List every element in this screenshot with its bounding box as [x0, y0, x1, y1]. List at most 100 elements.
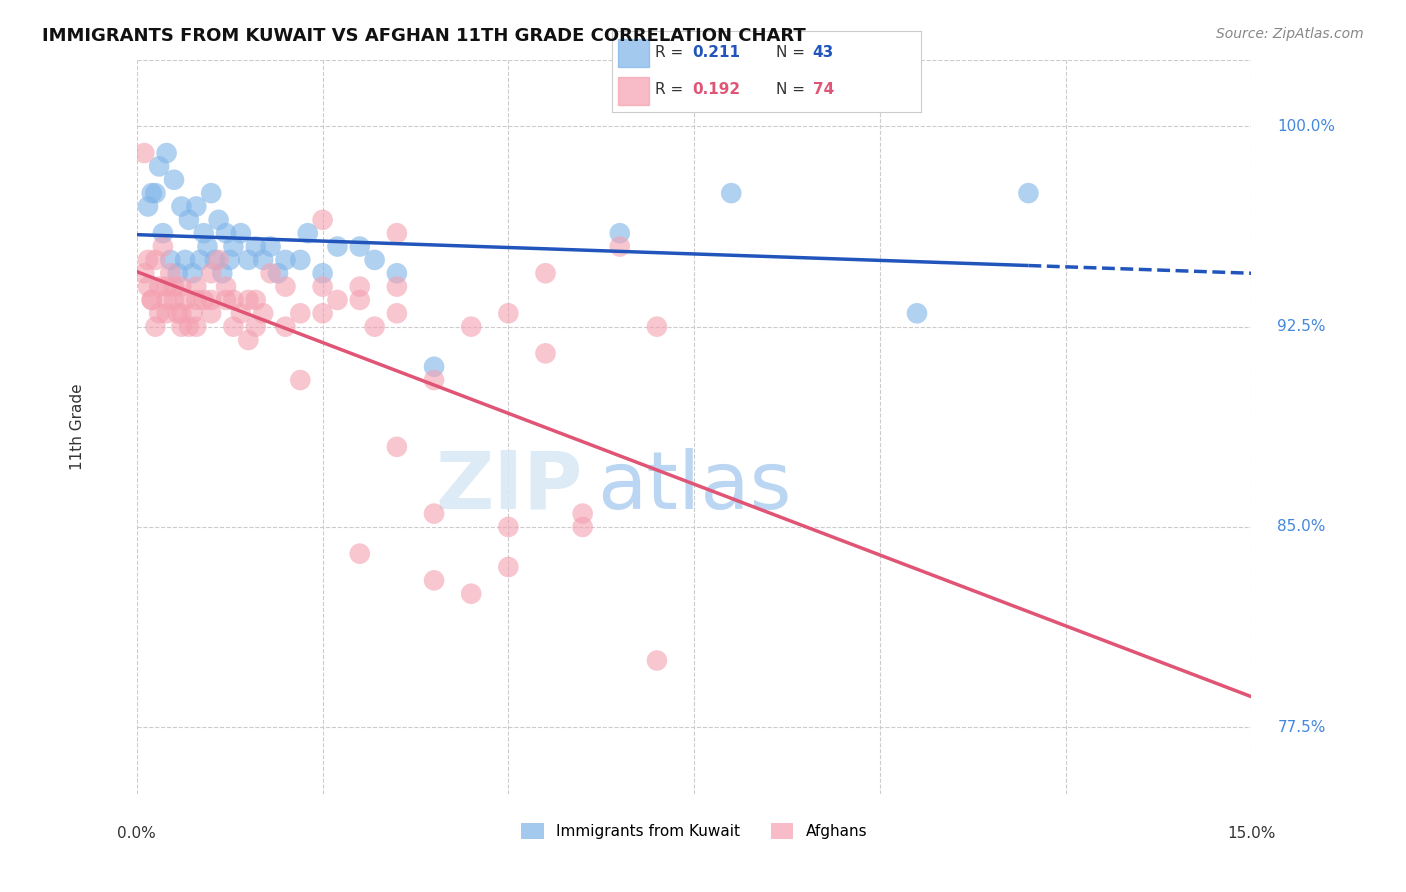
Afghans	[609, 239, 631, 253]
Text: N =: N =	[776, 45, 810, 61]
Afghans	[311, 279, 333, 293]
Immigrants from Kuwait	[188, 252, 211, 267]
Afghans	[141, 293, 163, 307]
Afghans	[148, 306, 170, 320]
Immigrants from Kuwait	[145, 186, 167, 201]
Afghans	[166, 306, 188, 320]
Afghans	[423, 373, 446, 387]
Afghans	[274, 279, 297, 293]
Afghans	[498, 520, 520, 534]
Afghans	[498, 306, 520, 320]
Afghans	[215, 293, 238, 307]
Immigrants from Kuwait	[204, 252, 226, 267]
Text: R =: R =	[655, 45, 688, 61]
Afghans	[186, 293, 208, 307]
Text: 43: 43	[813, 45, 834, 61]
Text: 0.211: 0.211	[692, 45, 740, 61]
Afghans	[170, 279, 193, 293]
Immigrants from Kuwait	[174, 252, 197, 267]
Immigrants from Kuwait	[274, 252, 297, 267]
Afghans	[222, 293, 245, 307]
Afghans	[200, 293, 222, 307]
Text: ZIP: ZIP	[436, 448, 582, 526]
Afghans	[200, 266, 222, 280]
Afghans	[207, 252, 229, 267]
Afghans	[534, 346, 557, 360]
Afghans	[423, 574, 446, 588]
Afghans	[290, 306, 312, 320]
Afghans	[181, 306, 204, 320]
Afghans	[229, 306, 252, 320]
Afghans	[141, 293, 163, 307]
Afghans	[349, 293, 371, 307]
Immigrants from Kuwait	[290, 252, 312, 267]
Afghans	[152, 239, 174, 253]
Immigrants from Kuwait	[1017, 186, 1039, 201]
Afghans	[193, 293, 215, 307]
Afghans	[349, 547, 371, 561]
Afghans	[259, 266, 281, 280]
Text: 0.192: 0.192	[692, 81, 740, 96]
Immigrants from Kuwait	[200, 186, 222, 201]
Afghans	[136, 279, 159, 293]
Afghans	[245, 293, 267, 307]
Immigrants from Kuwait	[385, 266, 408, 280]
Text: IMMIGRANTS FROM KUWAIT VS AFGHAN 11TH GRADE CORRELATION CHART: IMMIGRANTS FROM KUWAIT VS AFGHAN 11TH GR…	[42, 27, 806, 45]
Immigrants from Kuwait	[311, 266, 333, 280]
Immigrants from Kuwait	[720, 186, 742, 201]
Afghans	[174, 293, 197, 307]
Afghans	[186, 319, 208, 334]
Legend: Immigrants from Kuwait, Afghans: Immigrants from Kuwait, Afghans	[515, 817, 873, 845]
Afghans	[148, 279, 170, 293]
Afghans	[238, 293, 260, 307]
Immigrants from Kuwait	[218, 252, 240, 267]
Immigrants from Kuwait	[267, 266, 290, 280]
Afghans	[645, 653, 668, 667]
Immigrants from Kuwait	[207, 212, 229, 227]
Afghans	[215, 279, 238, 293]
Afghans	[274, 319, 297, 334]
Immigrants from Kuwait	[423, 359, 446, 374]
Immigrants from Kuwait	[238, 252, 260, 267]
Text: 92.5%: 92.5%	[1277, 319, 1326, 334]
Immigrants from Kuwait	[905, 306, 928, 320]
Afghans	[177, 319, 200, 334]
Afghans	[170, 306, 193, 320]
Afghans	[163, 293, 186, 307]
Afghans	[159, 266, 181, 280]
Text: R =: R =	[655, 81, 688, 96]
Immigrants from Kuwait	[349, 239, 371, 253]
Immigrants from Kuwait	[297, 226, 319, 240]
Afghans	[145, 319, 167, 334]
Afghans	[245, 319, 267, 334]
Text: Source: ZipAtlas.com: Source: ZipAtlas.com	[1216, 27, 1364, 41]
Afghans	[155, 306, 177, 320]
Immigrants from Kuwait	[193, 226, 215, 240]
Bar	[617, 77, 648, 105]
Text: 77.5%: 77.5%	[1277, 720, 1326, 735]
Immigrants from Kuwait	[170, 199, 193, 213]
Immigrants from Kuwait	[252, 252, 274, 267]
Afghans	[326, 293, 349, 307]
Afghans	[290, 373, 312, 387]
Afghans	[534, 266, 557, 280]
Afghans	[134, 266, 156, 280]
Immigrants from Kuwait	[229, 226, 252, 240]
Immigrants from Kuwait	[177, 212, 200, 227]
Immigrants from Kuwait	[326, 239, 349, 253]
Text: atlas: atlas	[598, 448, 792, 526]
Afghans	[163, 279, 186, 293]
Immigrants from Kuwait	[181, 266, 204, 280]
Text: 85.0%: 85.0%	[1277, 519, 1326, 534]
Immigrants from Kuwait	[155, 146, 177, 161]
Immigrants from Kuwait	[259, 239, 281, 253]
Text: 11th Grade: 11th Grade	[70, 384, 84, 470]
Afghans	[571, 520, 593, 534]
Afghans	[385, 306, 408, 320]
Text: 0.0%: 0.0%	[118, 826, 156, 841]
Immigrants from Kuwait	[159, 252, 181, 267]
Immigrants from Kuwait	[141, 186, 163, 201]
Afghans	[136, 252, 159, 267]
Text: 15.0%: 15.0%	[1227, 826, 1275, 841]
Afghans	[460, 319, 482, 334]
